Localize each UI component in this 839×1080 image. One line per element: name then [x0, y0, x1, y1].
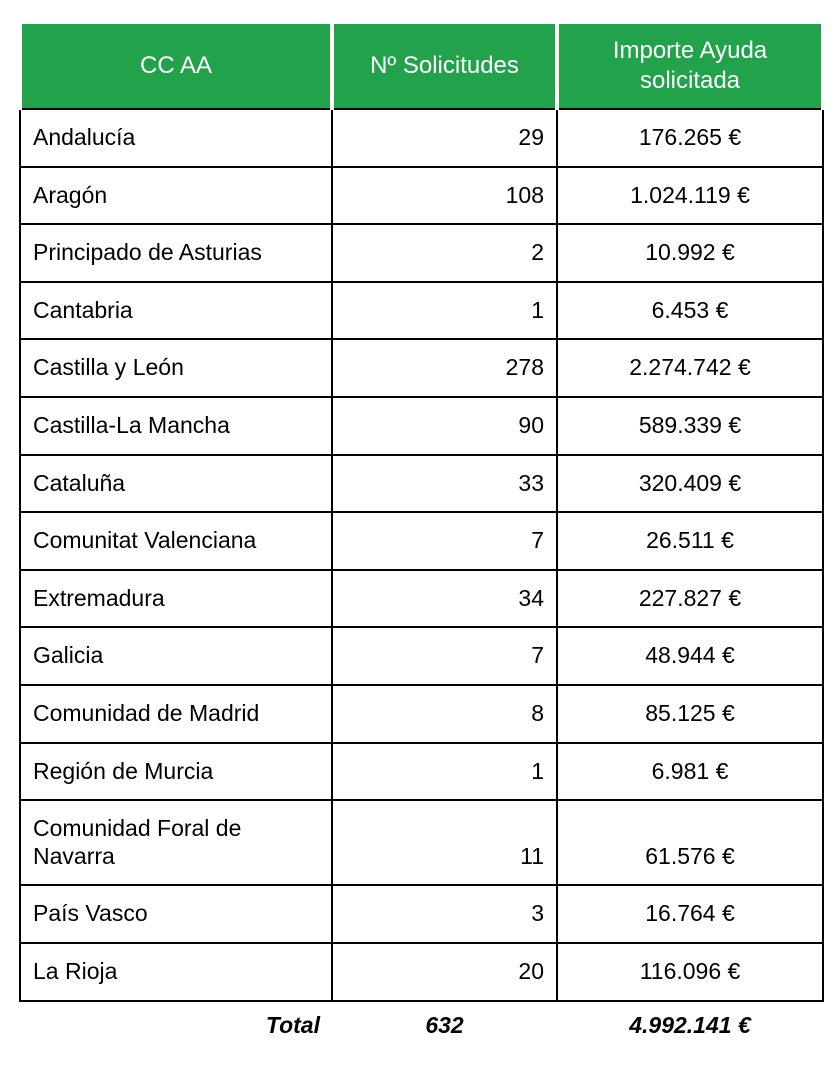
region-cell: Comunitat Valenciana — [19, 511, 333, 571]
region-cell: Aragón — [19, 165, 333, 226]
table-row: Aragón 108 1.024.119 € — [19, 165, 824, 226]
total-importe: 4.992.141 € — [557, 1000, 823, 1039]
header-cc-aa: CC AA — [18, 20, 334, 110]
region-cell: Principado de Asturias — [19, 223, 333, 283]
table-row: La Rioja 20 116.096 € — [19, 941, 824, 1002]
solicitudes-cell: 33 — [331, 453, 558, 514]
region-cell: Cataluña — [19, 453, 333, 514]
importe-cell: 227.827 € — [556, 568, 824, 629]
region-cell: Castilla y León — [19, 338, 333, 398]
region-cell: Comunidad de Madrid — [19, 683, 333, 744]
table-row: Cantabria 1 6.453 € — [19, 280, 824, 341]
total-label: Total — [20, 1000, 332, 1039]
importe-cell: 10.992 € — [556, 223, 824, 283]
table-row: País Vasco 3 16.764 € — [19, 884, 824, 944]
region-cell: Castilla-La Mancha — [19, 395, 333, 456]
region-cell: La Rioja — [19, 941, 333, 1002]
region-cell: Cantabria — [19, 280, 333, 341]
table-row: Región de Murcia 1 6.981 € — [19, 741, 824, 802]
solicitudes-cell: 108 — [331, 165, 558, 226]
solicitudes-cell: 29 — [331, 108, 558, 168]
region-cell: Galicia — [19, 626, 333, 686]
importe-cell: 16.764 € — [556, 884, 824, 944]
table-row: Castilla-La Mancha 90 589.339 € — [19, 395, 824, 456]
table-row: Comunidad Foral de Navarra 11 61.576 € — [19, 799, 824, 887]
solicitudes-cell: 34 — [331, 568, 558, 629]
importe-cell: 320.409 € — [556, 453, 824, 514]
table-row: Castilla y León 278 2.274.742 € — [19, 338, 824, 398]
importe-cell: 1.024.119 € — [556, 165, 824, 226]
table-footer: Total 632 4.992.141 € — [20, 1000, 823, 1039]
solicitudes-cell: 2 — [331, 223, 558, 283]
region-cell: Extremadura — [19, 568, 333, 629]
region-cell: Región de Murcia — [19, 741, 333, 802]
solicitudes-cell: 7 — [331, 511, 558, 571]
header-importe-ayuda: Importe Ayuda solicitada — [555, 20, 825, 110]
importe-cell: 48.944 € — [556, 626, 824, 686]
table-row: Andalucía 29 176.265 € — [19, 108, 824, 168]
solicitudes-cell: 1 — [331, 280, 558, 341]
total-row: Total 632 4.992.141 € — [20, 1000, 823, 1039]
region-cell: Andalucía — [19, 108, 333, 168]
importe-cell: 6.453 € — [556, 280, 824, 341]
table-body: Andalucía 29 176.265 € Aragón 108 1.024.… — [19, 108, 824, 1002]
table-row: Comunidad de Madrid 8 85.125 € — [19, 683, 824, 744]
importe-cell: 589.339 € — [556, 395, 824, 456]
table-row: Principado de Asturias 2 10.992 € — [19, 223, 824, 283]
importe-cell: 116.096 € — [556, 941, 824, 1002]
importe-cell: 2.274.742 € — [556, 338, 824, 398]
solicitudes-table: CC AA Nº Solicitudes Importe Ayuda solic… — [18, 20, 825, 1039]
solicitudes-cell: 1 — [331, 741, 558, 802]
solicitudes-cell: 20 — [331, 941, 558, 1002]
table-row: Galicia 7 48.944 € — [19, 626, 824, 686]
table-row: Cataluña 33 320.409 € — [19, 453, 824, 514]
header-row: CC AA Nº Solicitudes Importe Ayuda solic… — [18, 20, 825, 110]
table-header: CC AA Nº Solicitudes Importe Ayuda solic… — [18, 20, 825, 110]
importe-cell: 61.576 € — [556, 799, 824, 887]
solicitudes-cell: 8 — [331, 683, 558, 744]
importe-cell: 85.125 € — [556, 683, 824, 744]
solicitudes-cell: 11 — [331, 799, 558, 887]
importe-cell: 6.981 € — [556, 741, 824, 802]
solicitudes-cell: 3 — [331, 884, 558, 944]
solicitudes-cell: 7 — [331, 626, 558, 686]
solicitudes-cell: 278 — [331, 338, 558, 398]
header-n-solicitudes: Nº Solicitudes — [330, 20, 559, 110]
total-solicitudes: 632 — [332, 1000, 557, 1039]
table-row: Comunitat Valenciana 7 26.511 € — [19, 511, 824, 571]
region-cell: País Vasco — [19, 884, 333, 944]
importe-cell: 176.265 € — [556, 108, 824, 168]
table-row: Extremadura 34 227.827 € — [19, 568, 824, 629]
region-cell: Comunidad Foral de Navarra — [19, 799, 333, 887]
importe-cell: 26.511 € — [556, 511, 824, 571]
solicitudes-cell: 90 — [331, 395, 558, 456]
